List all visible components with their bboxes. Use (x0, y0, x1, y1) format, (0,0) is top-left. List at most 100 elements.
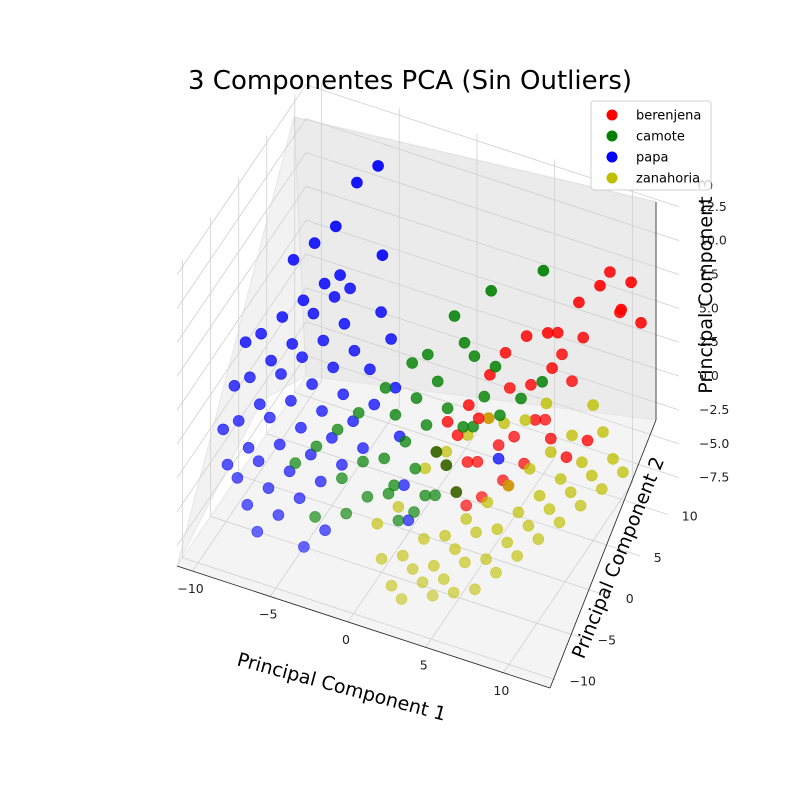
point-camote-175 (489, 360, 502, 373)
point-zanahoria-72 (574, 499, 587, 512)
x-tick-label-1: −5 (259, 607, 277, 622)
legend-marker-camote (606, 130, 618, 142)
point-papa-63 (232, 415, 245, 427)
point-camote-80 (378, 452, 391, 465)
point-camote-29 (392, 514, 405, 527)
point-zanahoria-25 (449, 543, 461, 555)
legend-label-papa: papa (636, 151, 668, 166)
point-zanahoria-144 (597, 426, 609, 438)
y-tick-label-2: 0 (626, 591, 634, 606)
point-papa-189 (329, 220, 342, 233)
point-papa-170 (375, 306, 387, 318)
point-papa-138 (255, 327, 267, 340)
z-grid-4 (176, 219, 680, 411)
point-zanahoria-1 (426, 589, 439, 602)
point-papa-48 (273, 438, 286, 451)
legend-label-berenjena: berenjena (636, 109, 701, 124)
point-papa-193 (351, 176, 363, 189)
point-papa-178 (318, 277, 331, 290)
point-berenjena-95 (461, 456, 474, 468)
point-papa-121 (296, 351, 308, 364)
x-tick-label-4: 10 (493, 683, 509, 698)
z-grid-5 (176, 185, 680, 377)
point-zanahoria-52 (522, 519, 535, 532)
point-camote-137 (379, 382, 392, 394)
point-papa-169 (344, 282, 356, 295)
point-zanahoria-36 (501, 536, 514, 549)
point-zanahoria-125 (576, 456, 588, 469)
axis-lines (176, 202, 657, 689)
z-tick-label-5: 5.0 (699, 300, 719, 315)
z-tick-label-4: 2.5 (699, 334, 719, 349)
point-zanahoria-9 (375, 552, 388, 565)
point-zanahoria-158 (540, 397, 553, 410)
point-papa-32 (252, 455, 265, 468)
x-grid-floor-4 (503, 482, 633, 673)
point-zanahoria-70 (512, 506, 525, 519)
point-camote-98 (399, 435, 412, 448)
point-camote-165 (406, 357, 419, 369)
point-berenjena-129 (566, 375, 578, 388)
point-zanahoria-37 (470, 526, 482, 539)
point-zanahoria-87 (564, 486, 577, 499)
point-papa-194 (372, 160, 384, 172)
point-papa-179 (334, 269, 346, 281)
point-berenjena-92 (508, 430, 520, 443)
point-zanahoria-89 (502, 479, 515, 492)
point-papa-168 (328, 291, 341, 303)
point-zanahoria-0 (395, 593, 408, 605)
point-berenjena-42 (460, 499, 473, 512)
x-grid-floor-2 (347, 431, 478, 623)
point-berenjena-172 (551, 326, 564, 339)
z-grid-7 (176, 118, 680, 309)
point-papa-153 (276, 311, 289, 323)
x-grid-floor-1 (269, 406, 400, 597)
y-tick-label-3: 5 (654, 550, 662, 565)
point-camote-81 (331, 423, 344, 436)
point-camote-118 (389, 408, 402, 421)
z-tick-label-7: 10.0 (699, 233, 727, 248)
point-papa-21 (262, 482, 275, 494)
point-papa-156 (385, 333, 397, 345)
point-papa-50 (336, 458, 348, 471)
x-axis-label: Principal Component 1 (235, 649, 449, 726)
point-zanahoria-27 (511, 550, 524, 562)
point-camote-99 (352, 407, 365, 419)
point-camote-61 (450, 486, 463, 498)
point-camote-164 (468, 350, 481, 363)
point-papa-22 (293, 492, 306, 505)
point-papa-12 (272, 509, 285, 521)
point-zanahoria-145 (566, 429, 578, 442)
point-zanahoria-7 (437, 573, 450, 585)
point-berenjena-149 (462, 399, 475, 411)
point-zanahoria-73 (419, 462, 432, 475)
point-zanahoria-53 (491, 523, 504, 536)
point-berenjena-130 (503, 382, 516, 394)
y-grid-floor-1 (210, 516, 584, 639)
point-papa-13 (319, 524, 331, 537)
point-berenjena-180 (604, 266, 616, 278)
legend: berenjena camote papa zanahoria (590, 100, 712, 191)
point-papa-6 (251, 525, 264, 538)
point-papa-33 (283, 465, 296, 478)
point-zanahoria-40 (392, 501, 405, 513)
point-berenjena-93 (539, 413, 552, 426)
point-papa-83 (285, 394, 297, 407)
point-berenjena-186 (625, 276, 637, 289)
point-zanahoria-17 (490, 566, 502, 579)
point-zanahoria-71 (481, 496, 494, 509)
point-berenjena-191 (615, 303, 628, 316)
point-papa-66 (326, 432, 338, 444)
point-zanahoria-38 (439, 529, 451, 542)
x-grid-floor-3 (425, 457, 555, 648)
point-papa-65 (295, 421, 307, 434)
point-zanahoria-88 (533, 489, 546, 502)
y-grid-floor-0 (182, 557, 556, 681)
x-tick-label-3: 5 (420, 657, 428, 672)
point-zanahoria-55 (553, 516, 566, 529)
point-zanahoria-14 (459, 556, 471, 569)
point-papa-5 (298, 541, 310, 553)
point-berenjena-181 (635, 316, 647, 329)
point-camote-30 (361, 490, 374, 503)
